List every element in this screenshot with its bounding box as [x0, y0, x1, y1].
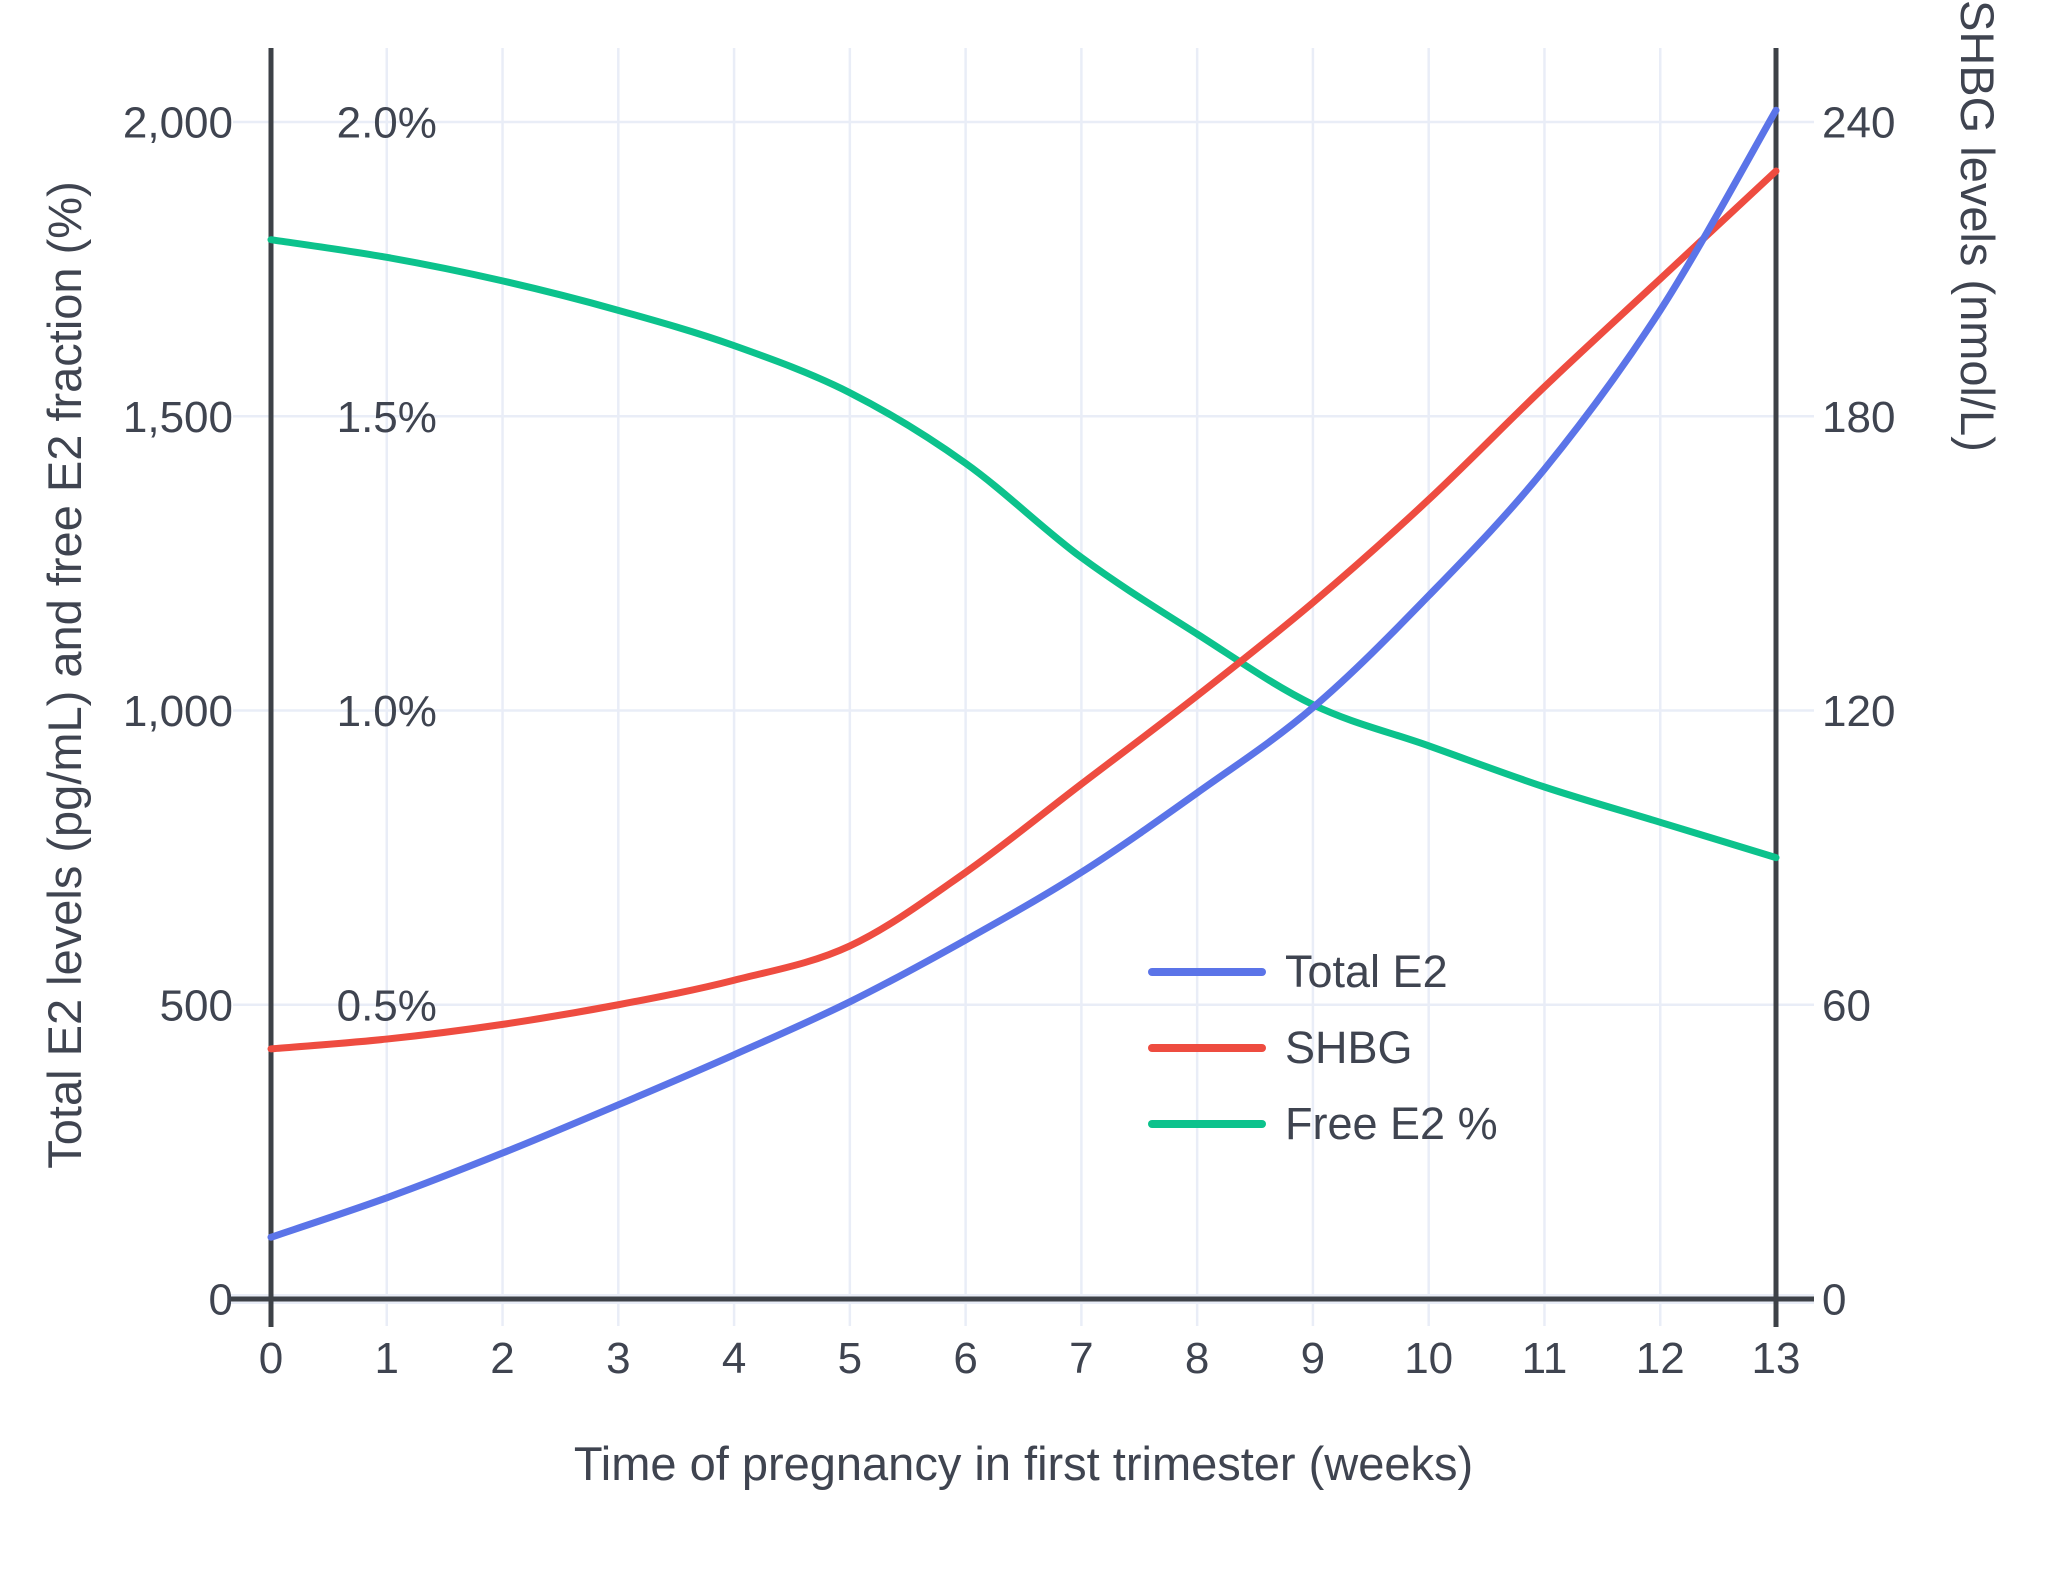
x-tick-label: 0: [259, 1334, 283, 1383]
y-left-tick-label: 2,000: [123, 99, 233, 148]
y-right-tick-label: 180: [1822, 393, 1895, 442]
x-tick-label: 10: [1404, 1334, 1453, 1383]
y-right-tick-label: 240: [1822, 99, 1895, 148]
x-tick-label: 11: [1522, 1334, 1568, 1383]
legend-label: SHBG: [1285, 1022, 1413, 1073]
y-right-tick-label: 60: [1822, 981, 1871, 1030]
y-right-tick-label: 0: [1822, 1276, 1846, 1325]
free-e2-percent-label: 1.0%: [337, 687, 437, 736]
y-left-tick-label: 1,500: [123, 393, 233, 442]
y-left-tick-label: 1,000: [123, 687, 233, 736]
legend-item-shbg[interactable]: SHBG: [1148, 1010, 1498, 1086]
free-e2-line: [267, 236, 1780, 862]
free-e2-percent-label: 1.5%: [337, 393, 437, 442]
legend: Total E2 SHBG Free E2 %: [1148, 934, 1498, 1162]
legend-label: Total E2: [1285, 946, 1448, 997]
y-right-tick-label: 120: [1822, 687, 1895, 736]
legend-item-free-e2[interactable]: Free E2 %: [1148, 1086, 1498, 1162]
x-tick-label: 1: [375, 1334, 399, 1383]
x-tick-label: 9: [1301, 1334, 1325, 1383]
y-axis-left-title: Total E2 levels (pg/mL) and free E2 frac…: [38, 181, 91, 1169]
x-tick-label: 5: [838, 1334, 862, 1383]
total-e2-line: [267, 106, 1780, 1241]
x-tick-label: 13: [1752, 1334, 1801, 1383]
legend-item-total-e2[interactable]: Total E2: [1148, 934, 1498, 1010]
legend-swatch-icon: [1148, 1044, 1266, 1052]
y-left-tick-label: 0: [209, 1276, 233, 1325]
legend-swatch-icon: [1148, 968, 1266, 976]
x-tick-label: 4: [722, 1334, 746, 1383]
x-tick-label: 6: [953, 1334, 977, 1383]
x-tick-label: 2: [490, 1334, 514, 1383]
free-e2-percent-label: 2.0%: [337, 99, 437, 148]
x-tick-label: 8: [1185, 1334, 1209, 1383]
x-tick-label: 7: [1069, 1334, 1093, 1383]
x-tick-label: 12: [1636, 1334, 1685, 1383]
shbg-line: [267, 167, 1780, 1053]
x-axis-title: Time of pregnancy in first trimester (we…: [573, 1437, 1474, 1490]
y-left-tick-label: 500: [160, 981, 233, 1030]
x-tick-label: 3: [606, 1334, 630, 1383]
y-axis-right-title: SHBG levels (nmol/L): [1951, 0, 2004, 452]
legend-label: Free E2 %: [1285, 1098, 1498, 1149]
legend-swatch-icon: [1148, 1120, 1266, 1128]
free-e2-percent-label: 0.5%: [337, 981, 437, 1030]
